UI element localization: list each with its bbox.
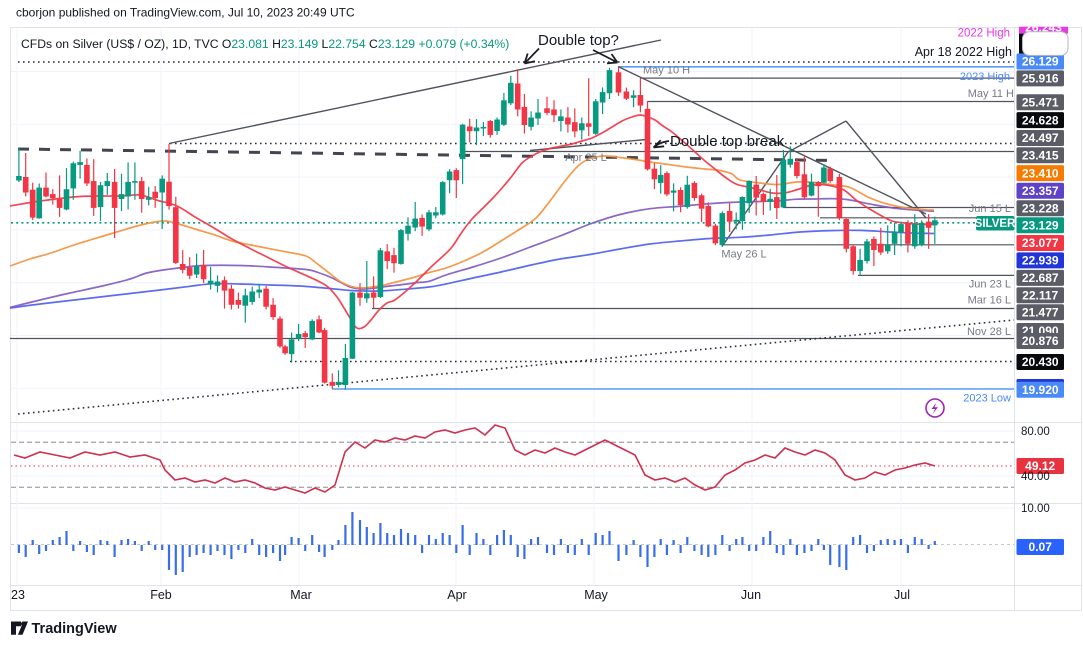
svg-text:23.077: 23.077 — [1022, 236, 1059, 250]
svg-text:22.117: 22.117 — [1022, 288, 1058, 302]
svg-text:Apr: Apr — [447, 588, 466, 602]
svg-text:cborjon published on TradingVi: cborjon published on TradingView.com, Ju… — [16, 6, 355, 20]
svg-text:0.07: 0.07 — [1029, 540, 1053, 554]
svg-text:SILVER: SILVER — [975, 218, 1016, 230]
svg-text:22.939: 22.939 — [1022, 254, 1059, 268]
svg-text:10.00: 10.00 — [1021, 503, 1050, 515]
svg-text:49.12: 49.12 — [1025, 459, 1055, 473]
svg-text:25.916: 25.916 — [1022, 72, 1059, 86]
svg-text:22.687: 22.687 — [1022, 271, 1059, 285]
svg-text:Jun 23 L: Jun 23 L — [969, 279, 1011, 291]
svg-text:23.357: 23.357 — [1022, 184, 1059, 198]
svg-text:CFDs on Silver (US$ / OZ), 1D,: CFDs on Silver (US$ / OZ), 1D, TVC O23.0… — [21, 37, 509, 51]
svg-text:25.471: 25.471 — [1022, 95, 1059, 109]
svg-text:Feb: Feb — [150, 588, 172, 602]
svg-text:23.410: 23.410 — [1022, 166, 1059, 180]
svg-text:80.00: 80.00 — [1021, 426, 1050, 438]
svg-text:Mar 16 L: Mar 16 L — [968, 295, 1011, 307]
svg-text:2022 High: 2022 High — [958, 28, 1010, 40]
svg-text:Jun: Jun — [741, 588, 761, 602]
svg-text:23.129: 23.129 — [1022, 219, 1059, 233]
svg-text:Jun 15 L: Jun 15 L — [969, 203, 1011, 215]
svg-text:23.228: 23.228 — [1022, 201, 1059, 215]
svg-text:Nov 28 L: Nov 28 L — [967, 326, 1011, 338]
svg-text:May: May — [584, 588, 608, 602]
svg-text:Jul: Jul — [894, 588, 910, 602]
svg-text:May 10 H: May 10 H — [643, 65, 690, 77]
svg-text:Double top break: Double top break — [670, 133, 785, 150]
svg-text:40.00: 40.00 — [1021, 471, 1050, 483]
svg-text:23.415: 23.415 — [1022, 148, 1059, 162]
svg-text:Mar: Mar — [290, 588, 312, 602]
svg-text:Apr 18 2022 High: Apr 18 2022 High — [915, 45, 1012, 59]
svg-text:20.876: 20.876 — [1022, 334, 1059, 348]
svg-text:20.430: 20.430 — [1022, 355, 1059, 369]
svg-text:2023 High: 2023 High — [960, 71, 1010, 83]
svg-text:May 26 L: May 26 L — [721, 249, 766, 261]
svg-text:26.243: 26.243 — [1025, 21, 1062, 35]
svg-text:21.477: 21.477 — [1022, 306, 1059, 320]
svg-text:2023 Low: 2023 Low — [963, 393, 1011, 405]
svg-text:Apr 25 L: Apr 25 L — [565, 152, 607, 164]
svg-text:May 11 H: May 11 H — [968, 88, 1014, 100]
svg-text:Double top?: Double top? — [538, 32, 619, 49]
svg-text:24.497: 24.497 — [1022, 131, 1059, 145]
svg-text:24.628: 24.628 — [1022, 113, 1059, 127]
svg-text:23: 23 — [11, 588, 25, 602]
svg-text:26.129: 26.129 — [1022, 55, 1059, 69]
svg-text:TradingView: TradingView — [32, 621, 118, 637]
svg-text:19.920: 19.920 — [1022, 383, 1059, 397]
